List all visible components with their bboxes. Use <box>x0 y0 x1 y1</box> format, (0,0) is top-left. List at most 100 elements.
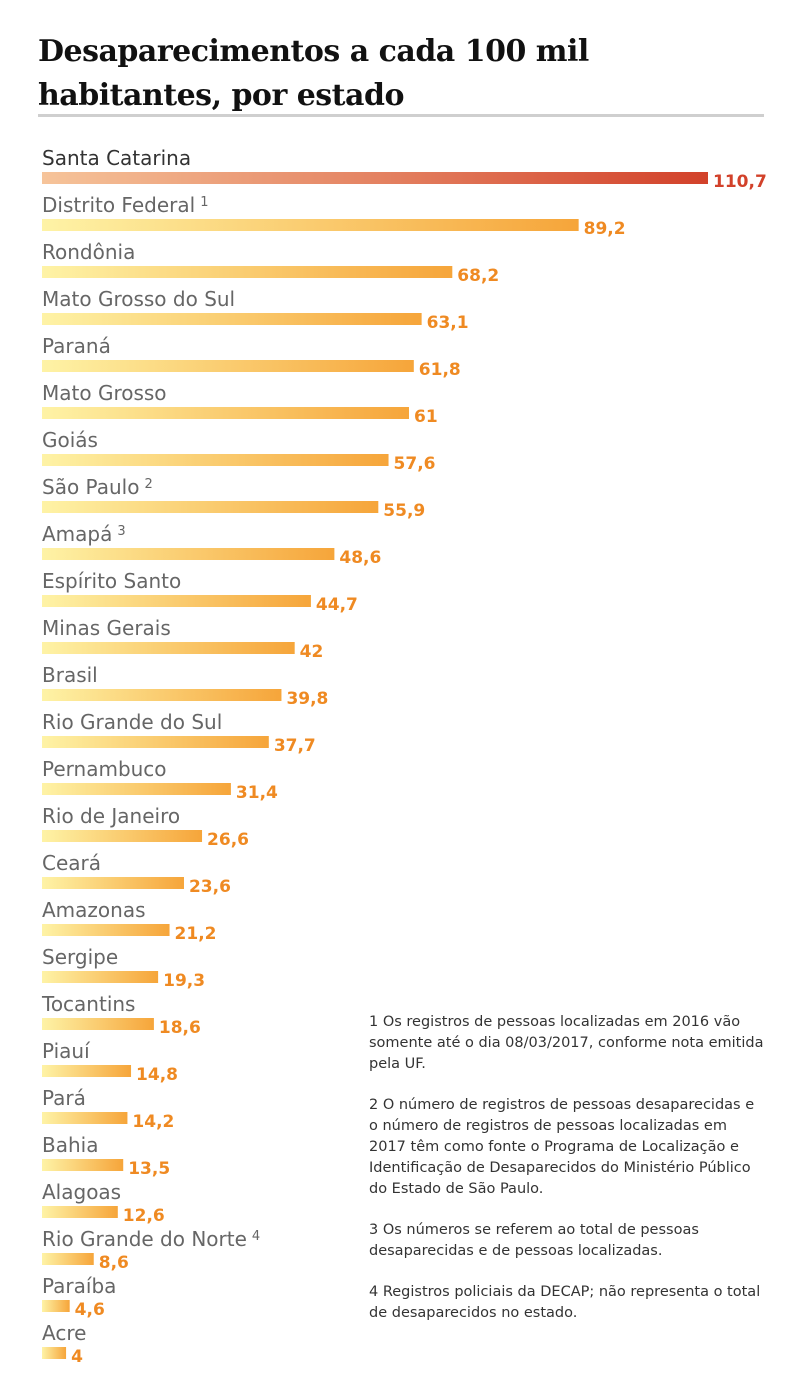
bar-row: Amapá 3 48,6 <box>42 522 381 568</box>
value-label: 63,1 <box>427 313 469 333</box>
bar <box>42 360 414 372</box>
category-label: Rio de Janeiro <box>42 804 180 828</box>
value-label: 12,6 <box>123 1206 165 1226</box>
bar <box>42 1253 94 1265</box>
bar-row: Bahia 13,5 <box>42 1133 170 1179</box>
bar-row: Tocantins 18,6 <box>41 992 201 1038</box>
value-label: 89,2 <box>584 219 626 239</box>
category-label: Rio Grande do Norte 4 <box>42 1227 260 1251</box>
footnotes: 1 Os registros de pessoas localizadas em… <box>369 1012 765 1344</box>
footnote-1: 1 Os registros de pessoas localizadas em… <box>369 1014 764 1072</box>
category-label: Pernambuco <box>42 757 167 781</box>
category-label: Rio Grande do Sul <box>42 710 222 734</box>
bar <box>42 454 389 466</box>
category-label: Goiás <box>42 428 98 452</box>
category-label: Brasil <box>42 663 98 687</box>
bar <box>42 689 282 701</box>
bar <box>42 1018 154 1030</box>
footnote-2: 2 O número de registros de pessoas desap… <box>369 1097 755 1197</box>
category-label: Paraíba <box>42 1274 116 1298</box>
value-label: 61 <box>414 407 438 427</box>
bar-row: Pernambuco 31,4 <box>42 757 278 803</box>
value-label: 68,2 <box>457 266 499 286</box>
bar-row: Distrito Federal 1 89,2 <box>42 193 626 239</box>
value-label: 61,8 <box>419 360 461 380</box>
bar <box>42 971 159 983</box>
bar <box>42 830 203 842</box>
value-label: 48,6 <box>339 548 381 568</box>
title-divider <box>38 114 764 117</box>
bar <box>42 1065 132 1077</box>
category-label: Tocantins <box>41 992 135 1016</box>
bar <box>42 1347 67 1359</box>
value-label: 37,7 <box>274 736 316 756</box>
value-label: 55,9 <box>383 501 425 521</box>
value-label: 44,7 <box>316 595 358 615</box>
value-label: 4 <box>71 1347 83 1367</box>
category-label: Mato Grosso <box>42 381 167 405</box>
value-label: 14,8 <box>136 1065 178 1085</box>
value-label: 42 <box>300 642 324 662</box>
bar <box>42 407 409 419</box>
footnote-mark: 1 <box>200 195 208 210</box>
value-label: 31,4 <box>236 783 278 803</box>
footnote-mark: 2 <box>144 477 152 492</box>
bar-row: Espírito Santo 44,7 <box>42 569 358 615</box>
bar-row: São Paulo 2 55,9 <box>42 475 425 521</box>
bar <box>42 548 335 560</box>
value-label: 57,6 <box>394 454 436 474</box>
bar <box>42 877 184 889</box>
category-label: Paraná <box>42 334 111 358</box>
bar-row: Mato Grosso do Sul 63,1 <box>42 287 469 333</box>
bar <box>42 266 453 278</box>
value-label: 21,2 <box>175 924 217 944</box>
bar-row: Santa Catarina 110,7 <box>42 146 767 192</box>
category-label: Rondônia <box>42 240 135 264</box>
bar-row: Sergipe 19,3 <box>42 945 205 991</box>
bar-row: Amazonas 21,2 <box>42 898 216 944</box>
value-label: 4,6 <box>75 1300 105 1320</box>
bar <box>42 642 295 654</box>
category-label: Bahia <box>42 1133 98 1157</box>
bar <box>42 595 311 607</box>
bar-row: Rio de Janeiro 26,6 <box>42 804 249 850</box>
value-label: 8,6 <box>99 1253 129 1273</box>
bar <box>42 1112 128 1124</box>
category-label: Distrito Federal 1 <box>42 193 208 217</box>
bar-row: Piauí 14,8 <box>42 1039 178 1085</box>
bar <box>42 219 579 231</box>
bar-row: Mato Grosso 61 <box>42 381 438 427</box>
value-label: 39,8 <box>286 689 328 709</box>
bar-row: Rio Grande do Sul 37,7 <box>42 710 316 756</box>
category-label: Pará <box>42 1086 86 1110</box>
bar-row: Minas Gerais 42 <box>42 616 323 662</box>
value-label: 19,3 <box>163 971 205 991</box>
value-label: 13,5 <box>128 1159 170 1179</box>
bar <box>42 1159 124 1171</box>
bar-row: Brasil 39,8 <box>42 663 328 709</box>
value-label: 26,6 <box>207 830 249 850</box>
value-label: 110,7 <box>713 172 767 192</box>
value-label: 18,6 <box>159 1018 201 1038</box>
value-label: 23,6 <box>189 877 231 897</box>
category-label: Ceará <box>42 851 101 875</box>
value-label: 14,2 <box>132 1112 174 1132</box>
bar <box>42 1206 118 1218</box>
bar-row: Paraná 61,8 <box>42 334 461 380</box>
bar <box>42 501 379 513</box>
category-label: Sergipe <box>42 945 118 969</box>
footnote-3: 3 Os números se referem ao total de pess… <box>369 1222 699 1259</box>
bar-row: Goiás 57,6 <box>42 428 435 474</box>
category-label: Amazonas <box>42 898 146 922</box>
bar <box>42 924 170 936</box>
bar-row: Pará 14,2 <box>42 1086 174 1132</box>
category-label: Santa Catarina <box>42 146 191 170</box>
chart-title: Desaparecimentos a cada 100 mil habitant… <box>38 34 589 113</box>
category-label: Minas Gerais <box>42 616 171 640</box>
category-label: Alagoas <box>42 1180 121 1204</box>
bar-row: Rondônia 68,2 <box>42 240 499 286</box>
